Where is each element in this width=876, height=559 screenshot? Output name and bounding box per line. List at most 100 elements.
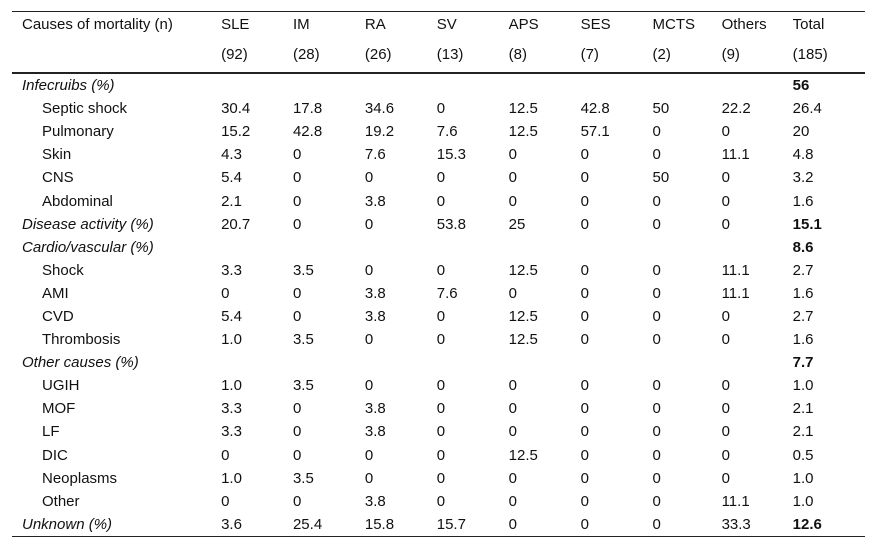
row-label: DIC bbox=[42, 446, 68, 464]
value-cell: 3.5 bbox=[292, 261, 314, 279]
table-header: Causes of mortality (n) SLE IM RA SV APS… bbox=[12, 11, 865, 74]
header-group-n: (9) bbox=[721, 42, 793, 74]
header-group-name: MCTS bbox=[652, 11, 722, 42]
value-cell: 0 bbox=[721, 377, 730, 395]
total-cell: 2.1 bbox=[792, 423, 814, 441]
section-label: Unknown (%) bbox=[12, 512, 222, 537]
value-cell: 0 bbox=[580, 215, 589, 233]
value-cell: 0 bbox=[721, 169, 730, 187]
value-cell bbox=[221, 73, 293, 97]
value-cell bbox=[221, 236, 293, 259]
table-row: Pulmonary 15.2 42.8 19.2 7.6 12.5 57.1 0 0 20 bbox=[12, 120, 865, 143]
table-row: Septic shock 30.4 17.8 34.6 0 12.5 42.8 50 22.2 2… bbox=[12, 97, 865, 120]
value-cell: 0 bbox=[652, 146, 661, 164]
total-cell: 3.2 bbox=[792, 169, 814, 187]
value-cell bbox=[581, 73, 653, 97]
row-label: Skin bbox=[42, 146, 72, 164]
value-cell: 0 bbox=[652, 423, 661, 441]
value-cell: 0 bbox=[580, 261, 589, 279]
value-cell: 0 bbox=[436, 446, 446, 464]
value-cell: 0 bbox=[364, 469, 374, 487]
row-label: UGIH bbox=[42, 377, 80, 395]
header-group-n: (8) bbox=[508, 42, 581, 74]
header-group-n: (26) bbox=[364, 42, 437, 74]
value-cell: 0 bbox=[580, 284, 589, 302]
total-cell: 8.6 bbox=[792, 238, 814, 256]
value-cell: 3.8 bbox=[364, 307, 386, 325]
section-label: Disease activity (%) bbox=[22, 215, 154, 233]
table-row: Neoplasms 1.0 3.5 0 0 0 0 0 0 1.0 bbox=[12, 467, 865, 490]
row-label: Thrombosis bbox=[42, 331, 121, 349]
value-cell: 15.8 bbox=[364, 512, 437, 537]
value-cell: 0 bbox=[292, 446, 302, 464]
header-group-n: (92) bbox=[221, 42, 293, 74]
total-cell: 20 bbox=[792, 123, 810, 141]
header-cause-label: Causes of mortality (n) bbox=[12, 11, 222, 42]
header-row-names: Causes of mortality (n) SLE IM RA SV APS… bbox=[12, 11, 865, 42]
value-cell: 0 bbox=[652, 261, 661, 279]
value-cell: 17.8 bbox=[292, 100, 323, 118]
value-cell: 0 bbox=[652, 377, 661, 395]
row-label: Other bbox=[42, 492, 80, 510]
total-cell: 2.7 bbox=[792, 261, 814, 279]
value-cell: 15.3 bbox=[436, 146, 466, 164]
value-cell: 0 bbox=[508, 192, 517, 210]
mortality-table: Causes of mortality (n) SLE IM RA SV APS… bbox=[12, 11, 865, 537]
value-cell: 0 bbox=[652, 215, 661, 233]
total-cell: 2.1 bbox=[792, 400, 814, 418]
value-cell: 0 bbox=[580, 377, 589, 395]
value-cell: 19.2 bbox=[364, 123, 395, 141]
table-row: DIC 0 0 0 0 12.5 0 0 0 0.5 bbox=[12, 444, 865, 467]
section-row: Unknown (%) 3.6 25.4 15.8 15.7 0 0 0 33.3 12.6 bbox=[12, 512, 865, 537]
value-cell: 25 bbox=[508, 215, 526, 233]
header-group-name: Others bbox=[721, 11, 793, 42]
value-cell: 0 bbox=[436, 169, 446, 187]
value-cell bbox=[365, 236, 437, 259]
value-cell: 3.8 bbox=[364, 192, 386, 210]
section-row: Cardio/vascular (%) 8.6 bbox=[12, 236, 865, 259]
value-cell: 0 bbox=[221, 284, 230, 302]
value-cell bbox=[293, 351, 365, 374]
value-cell: 3.8 bbox=[364, 423, 386, 441]
value-cell: 0 bbox=[436, 469, 446, 487]
total-cell: 7.7 bbox=[792, 354, 814, 372]
value-cell: 0 bbox=[721, 215, 730, 233]
value-cell: 0 bbox=[721, 469, 730, 487]
header-group-n: (7) bbox=[580, 42, 653, 74]
value-cell: 0 bbox=[652, 284, 661, 302]
header-group-name: APS bbox=[508, 11, 581, 42]
total-cell: 15.1 bbox=[792, 215, 822, 233]
value-cell: 0 bbox=[652, 492, 661, 510]
row-label: LF bbox=[42, 423, 60, 441]
value-cell: 0 bbox=[292, 307, 302, 325]
value-cell: 3.8 bbox=[364, 284, 386, 302]
header-group-n: (28) bbox=[292, 42, 365, 74]
table-row: CNS 5.4 0 0 0 0 0 50 0 3.2 bbox=[12, 166, 865, 189]
value-cell: 42.8 bbox=[580, 100, 610, 118]
value-cell bbox=[293, 236, 365, 259]
value-cell: 0 bbox=[221, 492, 230, 510]
value-cell: 0 bbox=[652, 512, 722, 537]
value-cell bbox=[365, 73, 437, 97]
value-cell: 34.6 bbox=[364, 100, 395, 118]
row-label: CNS bbox=[42, 169, 74, 187]
value-cell: 0 bbox=[580, 492, 589, 510]
value-cell: 0 bbox=[508, 400, 517, 418]
row-label: Septic shock bbox=[42, 100, 128, 118]
total-cell: 26.4 bbox=[792, 100, 822, 118]
value-cell: 0 bbox=[652, 469, 661, 487]
table-row: AMI 0 0 3.8 7.6 0 0 0 11.1 1.6 bbox=[12, 282, 865, 305]
table-row: MOF 3.3 0 3.8 0 0 0 0 0 2.1 bbox=[12, 397, 865, 420]
value-cell: 12.5 bbox=[508, 100, 538, 118]
value-cell: 0 bbox=[721, 446, 730, 464]
value-cell: 3.6 bbox=[221, 512, 293, 537]
value-cell: 0 bbox=[580, 146, 589, 164]
value-cell: 1.0 bbox=[221, 331, 242, 349]
value-cell: 0 bbox=[292, 192, 302, 210]
value-cell: 15.7 bbox=[436, 512, 509, 537]
row-label: CVD bbox=[42, 307, 74, 325]
value-cell: 0 bbox=[580, 446, 589, 464]
value-cell: 0 bbox=[364, 377, 374, 395]
table-row: Shock 3.3 3.5 0 0 12.5 0 0 11.1 2.7 bbox=[12, 259, 865, 282]
total-cell: 56 bbox=[792, 77, 810, 95]
